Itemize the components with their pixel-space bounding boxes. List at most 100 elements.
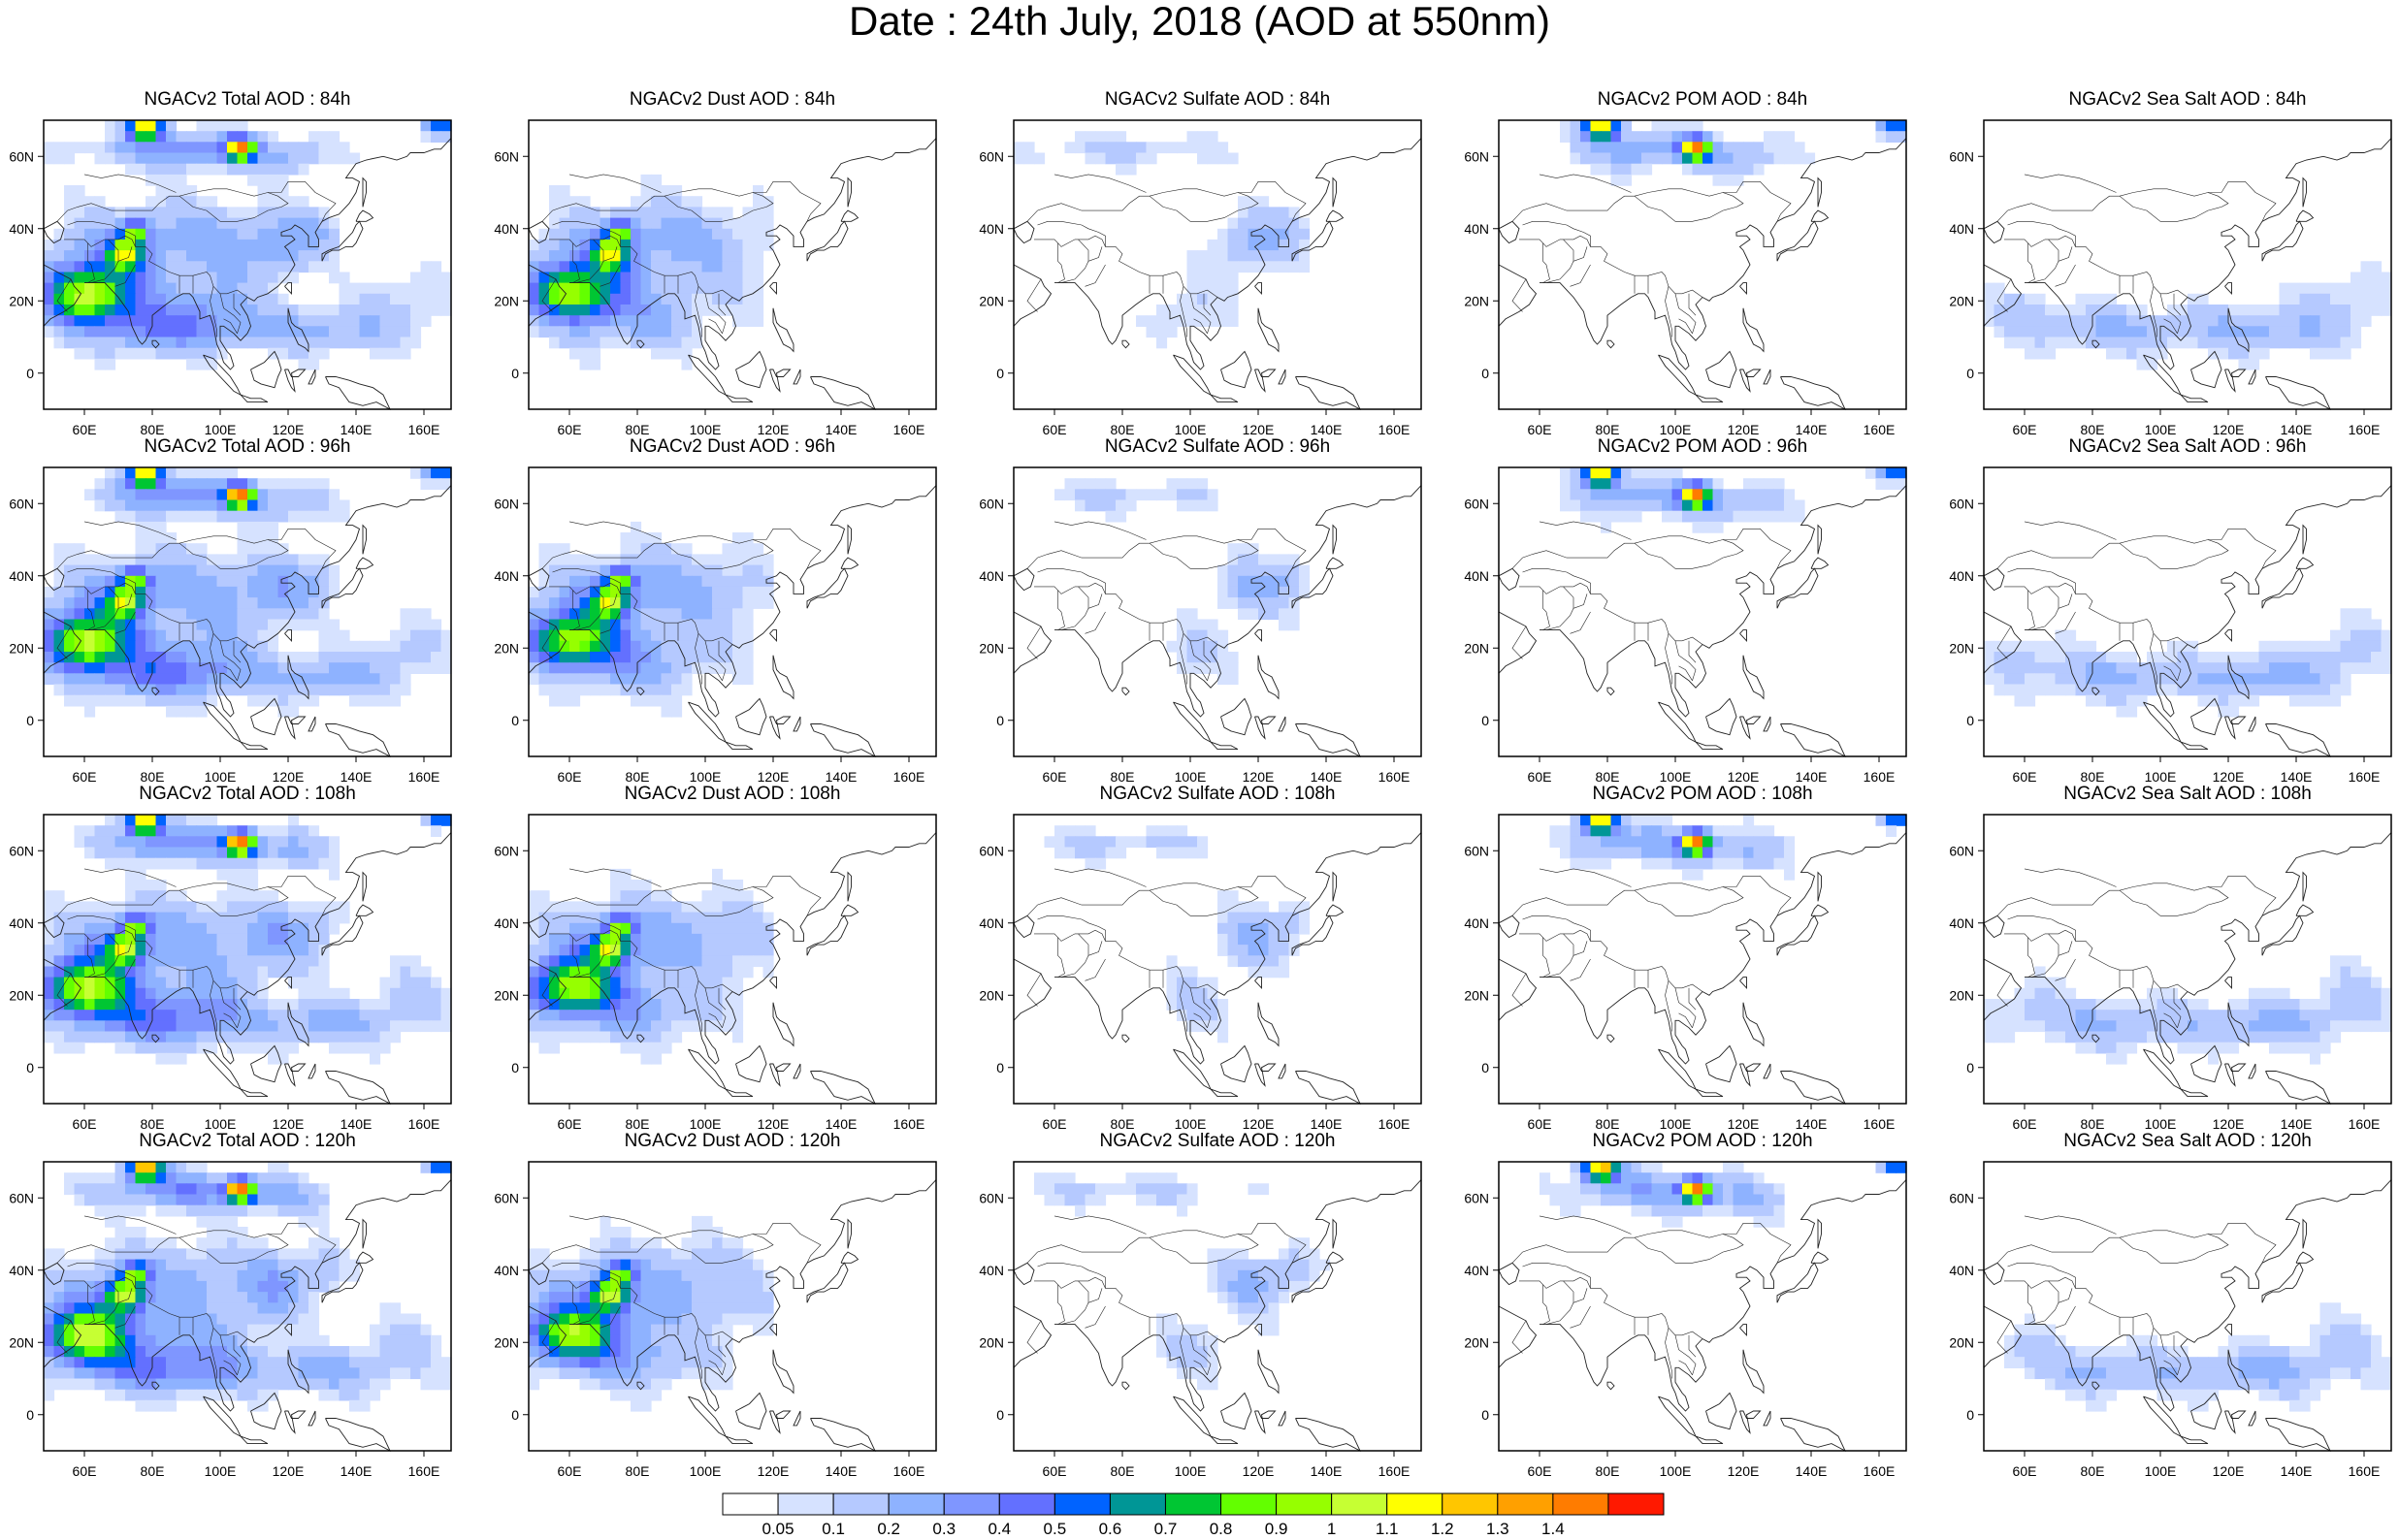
panel-title: NGACv2 Sea Salt AOD : 96h	[2068, 436, 2307, 457]
lon-tick-label: 80E	[1596, 1463, 1620, 1479]
lat-tick-label: 0	[996, 1407, 1004, 1423]
aod-map-icon: 60E 80E 100E 120E 140E 160E 60N 40N 20N 0	[1949, 1161, 2392, 1479]
lat-tick-label: 40N	[9, 915, 34, 931]
lon-tick-label: 140E	[340, 1116, 373, 1132]
lon-tick-label: 120E	[2213, 769, 2245, 785]
aod-panel: NGACv2 Total AOD : 96h 60E 80E 100E 120E 140E…	[9, 436, 452, 795]
lon-tick-label: 100E	[1660, 1463, 1692, 1479]
lon-tick-label: 60E	[2013, 769, 2037, 785]
map-frame	[43, 1161, 452, 1452]
lon-tick-label: 100E	[205, 1463, 237, 1479]
coastline	[43, 832, 452, 1106]
coastline	[1498, 1179, 1907, 1453]
map-frame	[528, 466, 937, 757]
lon-tick-label: 60E	[1043, 769, 1067, 785]
aod-field	[529, 1215, 774, 1412]
map-frame	[43, 466, 452, 757]
coastline	[1013, 832, 1422, 1106]
lat-tick-label: 60N	[494, 148, 519, 164]
lon-tick-label: 100E	[1175, 1463, 1207, 1479]
coastline	[1983, 485, 2392, 758]
aod-panel: NGACv2 POM AOD : 120h 60E 80E 100E 120E 140E 1…	[1464, 1131, 1907, 1490]
lon-tick-label: 100E	[205, 422, 237, 437]
lon-tick-label: 80E	[1111, 769, 1135, 785]
lon-tick-label: 100E	[1175, 1116, 1207, 1132]
lat-tick-label: 20N	[979, 1334, 1004, 1350]
lon-tick-label: 60E	[73, 422, 97, 437]
lat-tick-label: 60N	[1464, 843, 1489, 858]
lat-tick-label: 0	[1481, 1407, 1489, 1423]
coastline	[1013, 138, 1422, 411]
lon-tick-label: 160E	[2349, 1463, 2381, 1479]
lat-tick-label: 60N	[9, 148, 34, 164]
lon-tick-label: 120E	[273, 1116, 305, 1132]
lon-tick-label: 100E	[1660, 1116, 1692, 1132]
aod-map-icon: 60E 80E 100E 120E 140E 160E 60N 40N 20N 0	[979, 466, 1422, 785]
aod-field	[1054, 478, 1311, 686]
lon-tick-label: 80E	[626, 769, 650, 785]
panel-title: NGACv2 Total AOD : 96h	[144, 436, 351, 457]
page-title: Date : 24th July, 2018 (AOD at 550nm)	[849, 0, 1550, 44]
lon-tick-label: 160E	[1378, 422, 1410, 437]
lon-tick-label: 80E	[1111, 1116, 1135, 1132]
lon-tick-label: 160E	[893, 769, 925, 785]
colorbar: 0.05 0.1 0.2 0.3 0.4 0.5 0.6 0.7 0.8 0.9 1 1.1 1.2 1.…	[722, 1492, 1665, 1538]
lon-tick-label: 160E	[408, 422, 440, 437]
lon-tick-label: 80E	[141, 1463, 165, 1479]
lat-tick-label: 60N	[979, 843, 1004, 858]
colorbar-label: 0.1	[822, 1520, 845, 1538]
lon-tick-label: 120E	[1243, 769, 1275, 785]
aod-field	[2004, 1302, 2392, 1412]
aod-panel: NGACv2 Dust AOD : 84h 60E 80E 100E 120E 140E 1…	[494, 89, 937, 448]
lon-tick-label: 160E	[893, 422, 925, 437]
map-frame	[1983, 1161, 2392, 1452]
lat-tick-label: 40N	[979, 1263, 1004, 1278]
aod-field	[1560, 467, 1907, 533]
lon-tick-label: 160E	[408, 769, 440, 785]
lon-tick-label: 140E	[826, 1463, 858, 1479]
lon-tick-label: 60E	[558, 422, 582, 437]
aod-map-icon: 60E 80E 100E 120E 140E 160E 60N 40N 20N 0	[1949, 814, 2392, 1132]
aod-map-icon: 60E 80E 100E 120E 140E 160E 60N 40N 20N 0	[979, 814, 1422, 1132]
coastline	[43, 1179, 452, 1453]
lat-tick-label: 40N	[1949, 1263, 1974, 1278]
lon-tick-label: 60E	[1043, 1116, 1067, 1132]
lon-tick-label: 80E	[1596, 1116, 1620, 1132]
lon-tick-label: 120E	[758, 769, 790, 785]
panel-title: NGACv2 Total AOD : 108h	[139, 784, 356, 804]
lon-tick-label: 60E	[1528, 1116, 1552, 1132]
lon-tick-label: 100E	[2145, 1116, 2177, 1132]
lat-tick-label: 20N	[494, 1334, 519, 1350]
lat-tick-label: 40N	[494, 568, 519, 584]
aod-field	[1014, 131, 1311, 349]
lat-tick-label: 0	[1481, 1060, 1489, 1075]
aod-map-icon: 60E 80E 100E 120E 140E 160E 60N 40N 20N 0	[979, 1161, 1422, 1479]
lon-tick-label: 140E	[2281, 1463, 2313, 1479]
lon-tick-label: 60E	[558, 1116, 582, 1132]
lon-tick-label: 100E	[2145, 422, 2177, 437]
lon-tick-label: 140E	[340, 1463, 373, 1479]
lat-tick-label: 0	[1966, 713, 1974, 728]
lat-tick-label: 40N	[9, 1263, 34, 1278]
lon-tick-label: 120E	[758, 422, 790, 437]
colorbar-label: 0.2	[877, 1520, 900, 1538]
colorbar-swatch	[998, 1492, 1055, 1516]
lon-tick-label: 140E	[826, 769, 858, 785]
lon-tick-label: 120E	[1243, 1116, 1275, 1132]
lat-tick-label: 20N	[494, 987, 519, 1003]
aod-field	[1984, 608, 2392, 718]
coastline	[1498, 485, 1907, 758]
lat-tick-label: 20N	[1464, 640, 1489, 656]
colorbar-swatch	[1386, 1492, 1443, 1516]
map-frame	[1498, 466, 1907, 757]
panel-grid: NGACv2 Total AOD : 84h 60E 80E 100E 120E 140E…	[9, 89, 2392, 1490]
panel-title: NGACv2 POM AOD : 108h	[1592, 784, 1813, 804]
lon-tick-label: 140E	[1796, 769, 1828, 785]
panel-title: NGACv2 Sulfate AOD : 108h	[1099, 784, 1336, 804]
colorbar-label: 1.4	[1541, 1520, 1565, 1538]
panel-title: NGACv2 Sulfate AOD : 120h	[1099, 1131, 1336, 1151]
map-frame	[1983, 466, 2392, 757]
panel-title: NGACv2 Sulfate AOD : 96h	[1104, 436, 1331, 457]
lon-tick-label: 60E	[558, 1463, 582, 1479]
map-frame	[1013, 1161, 1422, 1452]
